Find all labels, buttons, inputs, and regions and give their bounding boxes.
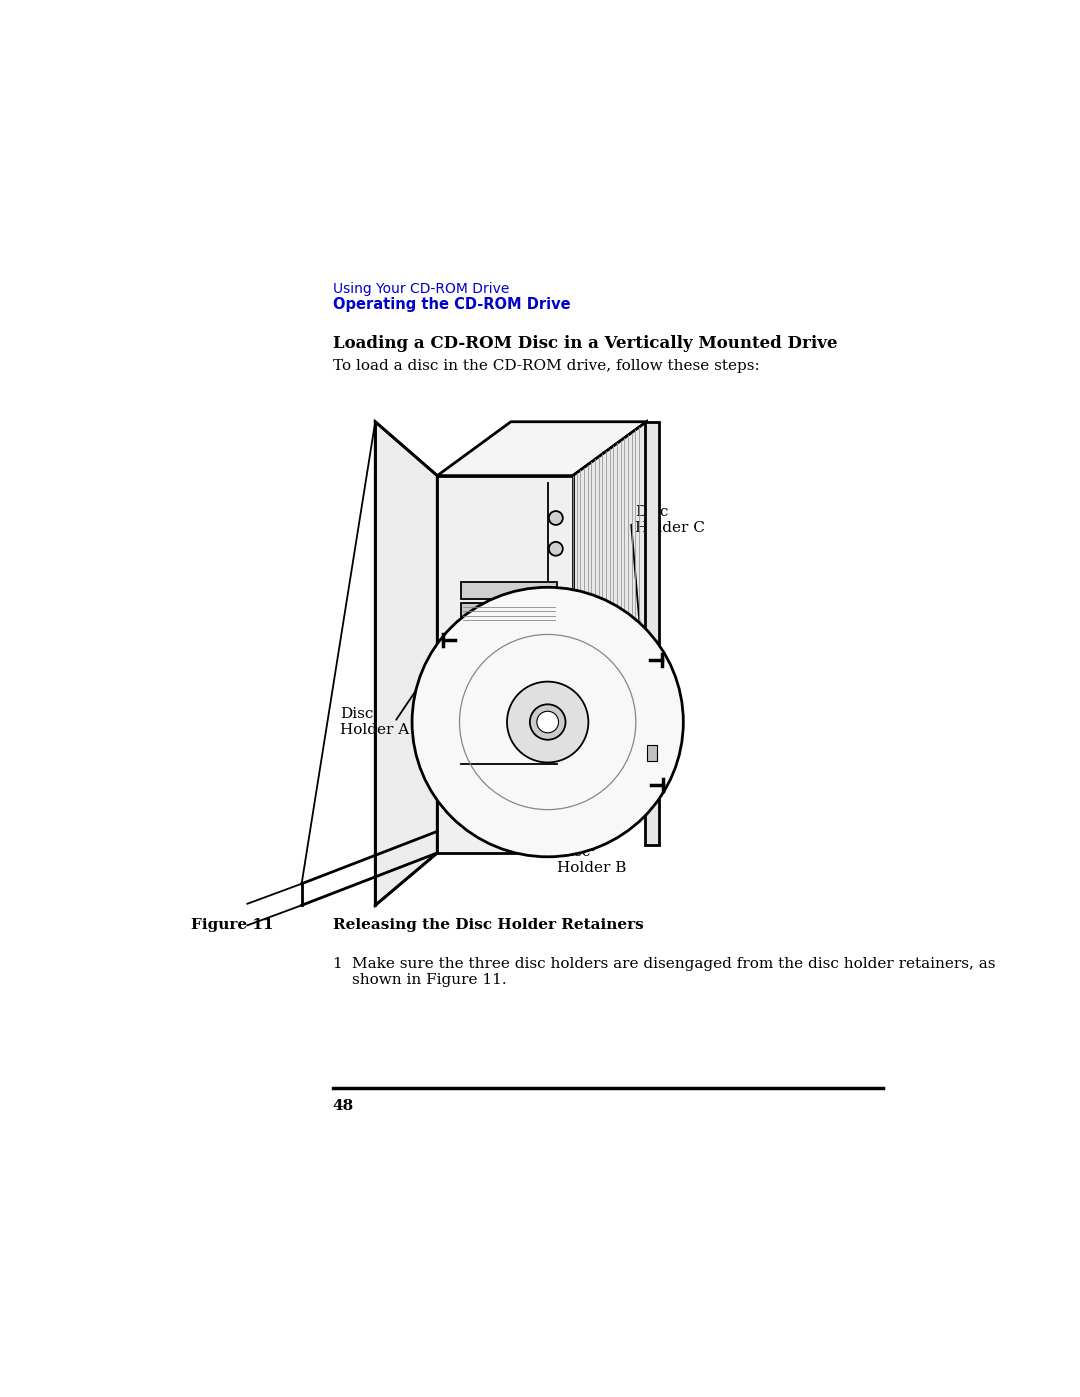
Polygon shape [375, 422, 437, 905]
Text: Make sure the three disc holders are disengaged from the disc holder retainers, : Make sure the three disc holders are dis… [352, 957, 996, 988]
Text: Disc
Holder B: Disc Holder B [557, 845, 626, 876]
Text: Disc
Holder A: Disc Holder A [340, 707, 409, 736]
Bar [460, 583, 557, 599]
Circle shape [549, 542, 563, 556]
Text: Figure 11: Figure 11 [191, 918, 273, 932]
Bar [647, 745, 657, 760]
Text: Loading a CD-ROM Disc in a Vertically Mounted Drive: Loading a CD-ROM Disc in a Vertically Mo… [333, 335, 837, 352]
Ellipse shape [507, 682, 589, 763]
Text: Releasing the Disc Holder Retainers: Releasing the Disc Holder Retainers [333, 918, 644, 932]
Polygon shape [572, 422, 647, 854]
Polygon shape [437, 422, 647, 475]
Ellipse shape [413, 587, 684, 856]
Ellipse shape [530, 704, 566, 740]
Text: To load a disc in the CD-ROM drive, follow these steps:: To load a disc in the CD-ROM drive, foll… [333, 359, 759, 373]
Text: 1: 1 [333, 957, 342, 971]
Text: Using Your CD-ROM Drive: Using Your CD-ROM Drive [333, 282, 509, 296]
Polygon shape [437, 475, 572, 854]
Bar [460, 661, 557, 764]
Text: Operating the CD-ROM Drive: Operating the CD-ROM Drive [333, 298, 570, 312]
Ellipse shape [537, 711, 558, 733]
Bar [645, 422, 659, 845]
Circle shape [549, 511, 563, 525]
Text: 48: 48 [333, 1099, 354, 1113]
Bar [460, 602, 557, 626]
Text: Disc
Holder C: Disc Holder C [635, 504, 705, 535]
